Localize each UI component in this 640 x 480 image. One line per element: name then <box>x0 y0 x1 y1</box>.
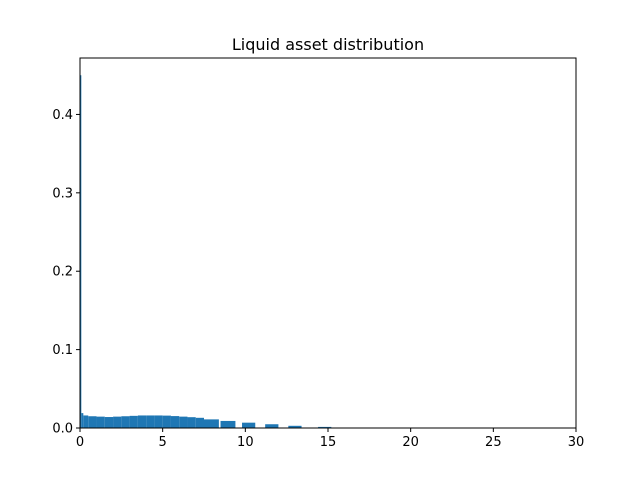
y-tick-label-1: 0.1 <box>52 343 73 358</box>
bar-22 <box>318 426 332 428</box>
bar-10 <box>146 415 155 428</box>
bar-19 <box>242 422 256 428</box>
bar-14 <box>179 416 188 428</box>
y-tick-label-2: 0.2 <box>52 265 73 280</box>
plot-frame <box>79 57 577 429</box>
bar-18 <box>220 420 236 428</box>
bar-4 <box>96 416 105 428</box>
bar-15 <box>187 417 196 428</box>
y-tick-label-4: 0.4 <box>52 108 73 123</box>
bar-16 <box>195 417 204 428</box>
x-tick-label-5: 25 <box>485 435 502 450</box>
ticks-layer: 0 5 10 15 20 25 30 0.0 0.1 0.2 0.3 0.4 <box>52 108 584 450</box>
y-tick-label-0: 0.0 <box>52 422 73 437</box>
bar-9 <box>137 415 147 428</box>
x-tick-label-6: 30 <box>568 435 585 450</box>
bar-12 <box>162 415 171 428</box>
bar-1 <box>81 413 84 428</box>
x-tick-label-2: 10 <box>237 435 254 450</box>
bar-7 <box>121 416 130 428</box>
bar-20 <box>265 424 279 428</box>
bar-5 <box>104 417 114 428</box>
x-tick-label-0: 0 <box>76 435 84 450</box>
bar-3 <box>88 416 97 428</box>
bar-2 <box>83 415 89 428</box>
x-tick-label-4: 20 <box>402 435 419 450</box>
x-tick-label-3: 15 <box>320 435 337 450</box>
chart-title: Liquid asset distribution <box>232 35 424 54</box>
bar-0 <box>80 75 82 429</box>
bar-6 <box>113 416 122 428</box>
bar-11 <box>154 415 163 428</box>
x-tick-label-1: 5 <box>159 435 167 450</box>
bar-21 <box>288 425 302 428</box>
bar-13 <box>170 416 180 428</box>
y-tick-label-3: 0.3 <box>52 186 73 201</box>
bar-8 <box>129 415 138 428</box>
bar-17 <box>204 419 219 428</box>
bars-layer <box>80 75 358 429</box>
